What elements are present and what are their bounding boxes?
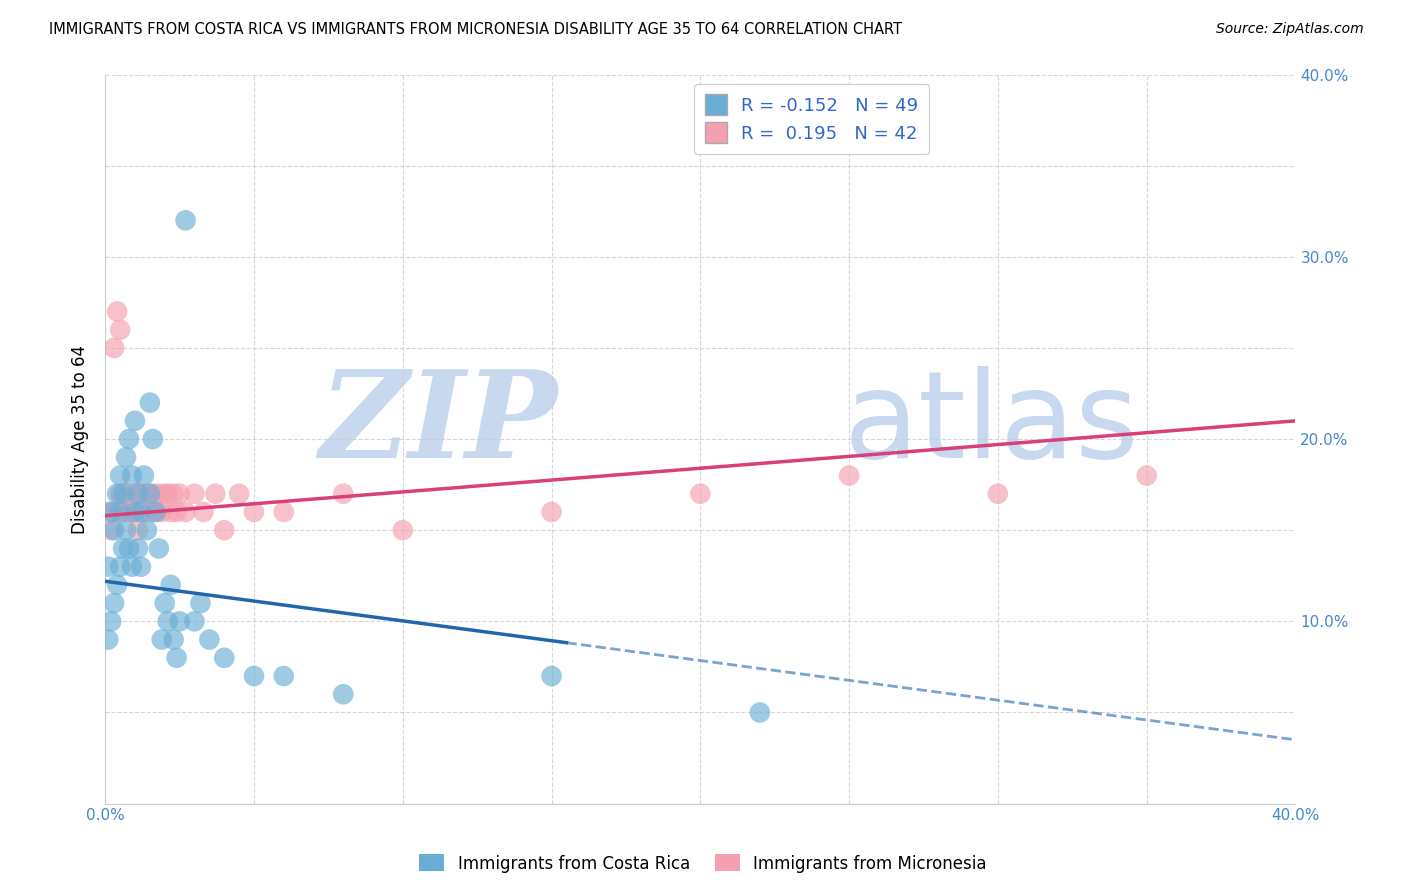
Point <box>100 615 122 629</box>
Point <box>174 505 197 519</box>
Point <box>169 487 191 501</box>
Point <box>198 632 221 647</box>
Point <box>540 669 562 683</box>
Point <box>243 505 266 519</box>
Text: IMMIGRANTS FROM COSTA RICA VS IMMIGRANTS FROM MICRONESIA DISABILITY AGE 35 TO 64: IMMIGRANTS FROM COSTA RICA VS IMMIGRANTS… <box>49 22 903 37</box>
Point <box>135 487 157 501</box>
Point <box>118 505 141 519</box>
Point <box>97 559 120 574</box>
Point <box>127 541 149 556</box>
Point <box>139 395 162 409</box>
Point <box>987 487 1010 501</box>
Point <box>97 632 120 647</box>
Point <box>108 468 131 483</box>
Point <box>166 650 188 665</box>
Point <box>212 523 235 537</box>
Text: Source: ZipAtlas.com: Source: ZipAtlas.com <box>1216 22 1364 37</box>
Point <box>174 213 197 227</box>
Text: atlas: atlas <box>844 366 1139 483</box>
Point <box>1136 468 1159 483</box>
Point <box>108 559 131 574</box>
Point <box>193 505 215 519</box>
Point <box>142 487 165 501</box>
Point <box>118 432 141 446</box>
Point <box>153 596 176 610</box>
Point <box>228 487 250 501</box>
Point <box>153 487 176 501</box>
Point <box>121 505 143 519</box>
Point <box>150 505 173 519</box>
Point <box>129 487 152 501</box>
Point <box>103 596 125 610</box>
Point <box>139 487 162 501</box>
Point <box>190 596 212 610</box>
Point <box>150 632 173 647</box>
Point <box>391 523 413 537</box>
Point <box>127 523 149 537</box>
Point <box>145 505 167 519</box>
Point <box>166 505 188 519</box>
Point <box>332 487 354 501</box>
Point <box>689 487 711 501</box>
Point <box>105 578 128 592</box>
Point <box>105 487 128 501</box>
Point <box>112 487 135 501</box>
Point <box>121 559 143 574</box>
Point <box>112 541 135 556</box>
Legend: R = -0.152   N = 49, R =  0.195   N = 42: R = -0.152 N = 49, R = 0.195 N = 42 <box>695 84 929 154</box>
Point <box>103 341 125 355</box>
Point <box>108 487 131 501</box>
Point <box>129 559 152 574</box>
Point <box>115 523 138 537</box>
Point <box>159 578 181 592</box>
Point <box>100 505 122 519</box>
Point <box>163 632 186 647</box>
Point <box>121 468 143 483</box>
Point <box>273 505 295 519</box>
Point <box>838 468 860 483</box>
Legend: Immigrants from Costa Rica, Immigrants from Micronesia: Immigrants from Costa Rica, Immigrants f… <box>412 847 994 880</box>
Point <box>540 505 562 519</box>
Point <box>159 505 181 519</box>
Point <box>273 669 295 683</box>
Point <box>148 541 170 556</box>
Point <box>132 468 155 483</box>
Point <box>132 505 155 519</box>
Point <box>97 505 120 519</box>
Point <box>103 523 125 537</box>
Point <box>135 523 157 537</box>
Point <box>103 505 125 519</box>
Point <box>118 541 141 556</box>
Y-axis label: Disability Age 35 to 64: Disability Age 35 to 64 <box>72 344 89 533</box>
Point <box>124 414 146 428</box>
Point <box>127 487 149 501</box>
Point <box>204 487 226 501</box>
Point <box>112 505 135 519</box>
Point <box>108 323 131 337</box>
Point <box>108 505 131 519</box>
Point <box>332 687 354 701</box>
Point <box>145 505 167 519</box>
Point <box>183 615 205 629</box>
Point <box>129 505 152 519</box>
Point <box>142 432 165 446</box>
Point <box>156 615 179 629</box>
Point <box>105 304 128 318</box>
Point <box>163 487 186 501</box>
Point <box>115 450 138 465</box>
Point <box>124 487 146 501</box>
Point <box>156 487 179 501</box>
Point <box>115 487 138 501</box>
Point <box>169 615 191 629</box>
Point <box>100 523 122 537</box>
Point <box>183 487 205 501</box>
Point <box>148 487 170 501</box>
Point <box>212 650 235 665</box>
Point <box>139 505 162 519</box>
Point <box>748 706 770 720</box>
Point <box>124 505 146 519</box>
Text: ZIP: ZIP <box>319 365 558 483</box>
Point <box>243 669 266 683</box>
